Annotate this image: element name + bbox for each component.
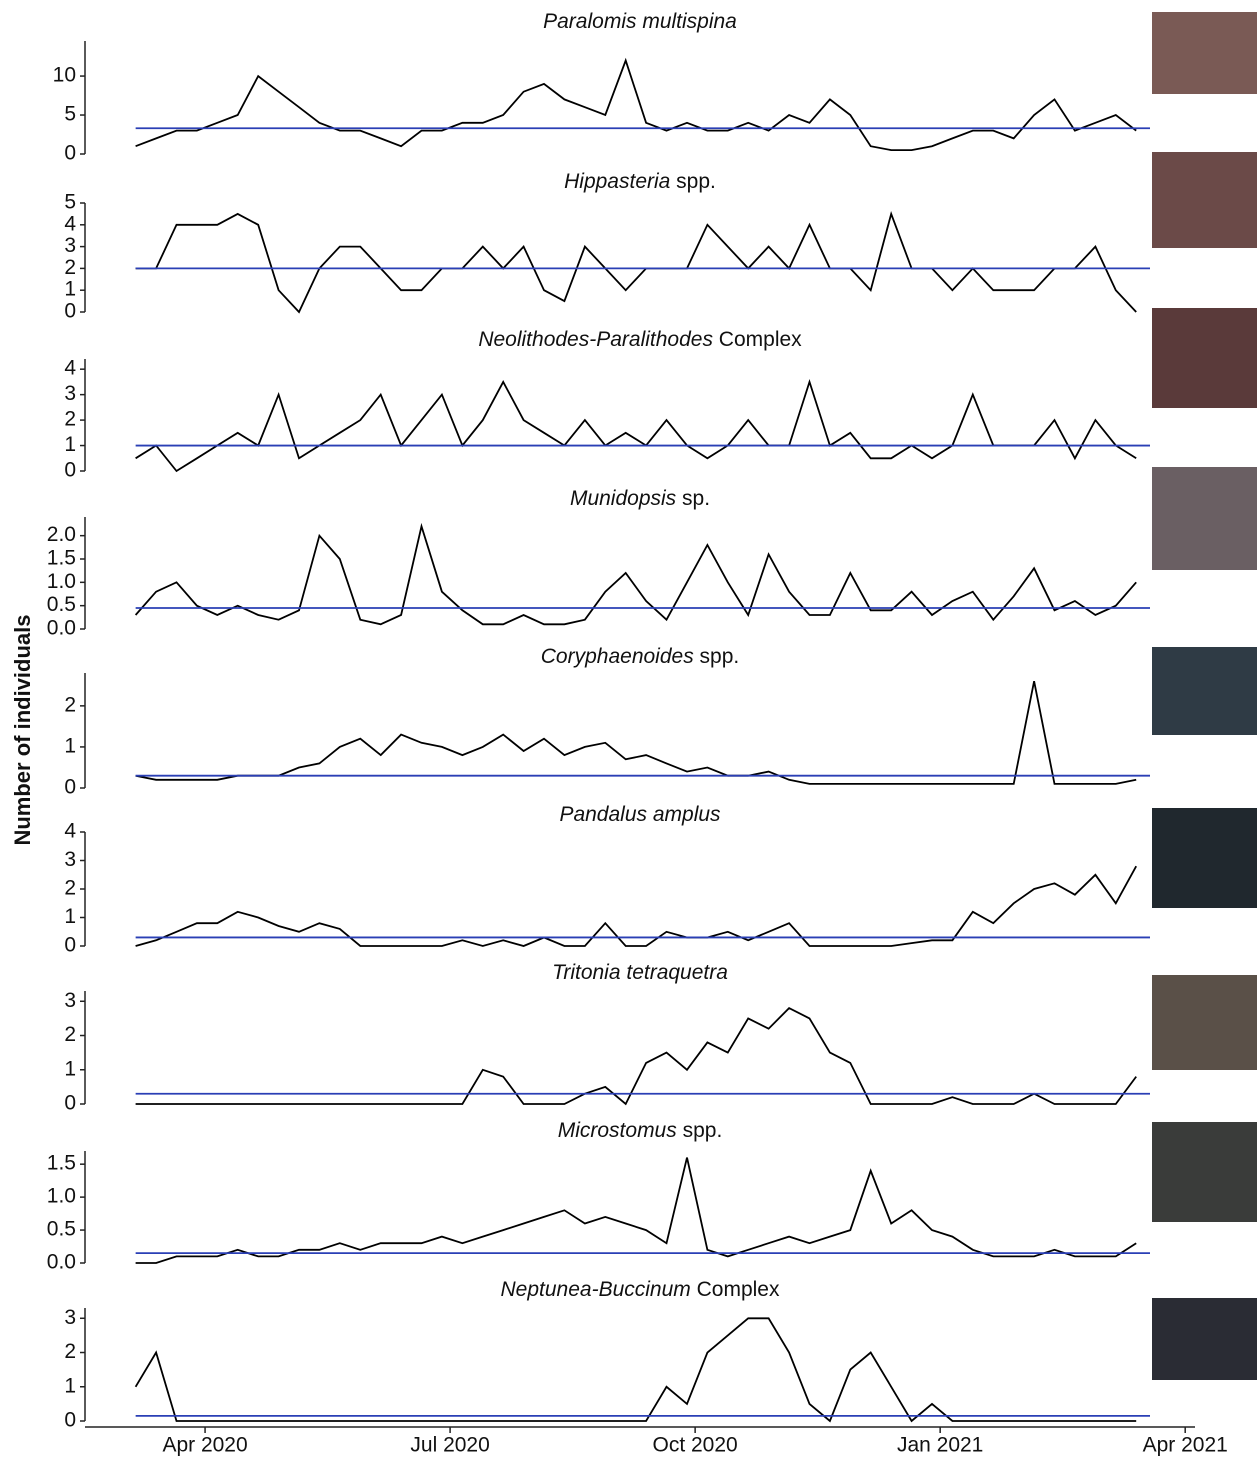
y-tick-label: 4 (64, 212, 76, 235)
y-tick-label: 3 (64, 382, 76, 405)
y-tick-label: 1.5 (47, 1152, 76, 1175)
y-tick-label: 3 (64, 234, 76, 257)
y-tick-label: 2 (64, 408, 76, 431)
y-tick-label: 2 (64, 1340, 76, 1363)
y-tick-label: 3 (64, 1306, 76, 1329)
panel-title: Microstomus spp. (558, 1119, 723, 1142)
panel-title: Neptunea-Buccinum Complex (501, 1278, 780, 1301)
y-tick-label: 2.0 (47, 523, 76, 546)
title-part: sp. (676, 487, 710, 510)
y-axis-label: Number of individuals (10, 614, 35, 845)
panel-title: Tritonia tetraquetra (552, 961, 728, 984)
title-part: Neptunea-Buccinum (501, 1278, 691, 1301)
y-tick-label: 0.0 (47, 617, 76, 640)
y-tick-label: 1 (64, 905, 76, 928)
species-photo (1152, 308, 1257, 408)
y-tick-label: 1 (64, 278, 76, 301)
y-tick-label: 1 (64, 734, 76, 757)
y-tick-label: 1.0 (47, 1185, 76, 1208)
panel-title: Neolithodes-Paralithodes Complex (478, 328, 802, 351)
y-tick-label: 4 (64, 820, 76, 843)
y-tick-label: 1 (64, 433, 76, 456)
y-tick-label: 2 (64, 1023, 76, 1046)
title-part: spp. (694, 645, 740, 668)
series-line (135, 865, 1137, 947)
series-line (135, 1157, 1137, 1264)
panel-title: Paralomis multispina (543, 10, 737, 33)
title-part: Paralomis multispina (543, 10, 737, 33)
y-tick-label: 2 (64, 256, 76, 279)
x-tick-label: Jul 2020 (410, 1434, 489, 1457)
title-part: Pandalus amplus (559, 803, 721, 826)
y-tick-label: 0.5 (47, 1218, 76, 1241)
y-tick-label: 0 (64, 459, 76, 482)
y-tick-label: 1 (64, 1057, 76, 1080)
species-photo (1152, 12, 1257, 94)
series-line (134, 1317, 1137, 1423)
y-tick-label: 5 (64, 103, 76, 126)
title-part: Complex (691, 1278, 780, 1301)
series-line (135, 378, 1137, 473)
y-tick-label: 2 (64, 693, 76, 716)
title-part: spp. (670, 170, 716, 193)
y-tick-label: 5 (64, 191, 76, 214)
y-tick-label: 0 (64, 142, 76, 165)
y-tick-label: 0 (64, 934, 76, 957)
panel-title: Hippasteria spp. (564, 170, 716, 193)
title-part: spp. (677, 1119, 723, 1142)
y-tick-label: 1 (64, 1374, 76, 1397)
y-tick-label: 0.0 (47, 1251, 76, 1274)
title-part: Hippasteria (564, 170, 670, 193)
x-tick-label: Oct 2020 (653, 1434, 738, 1457)
y-tick-label: 0 (64, 776, 76, 799)
y-tick-label: 1.0 (47, 570, 76, 593)
species-photo (1152, 975, 1257, 1070)
title-part: Complex (713, 328, 802, 351)
y-tick-label: 4 (64, 357, 76, 380)
x-tick-label: Apr 2021 (1143, 1434, 1228, 1457)
series-line (135, 1007, 1137, 1106)
y-tick-label: 2 (64, 877, 76, 900)
y-tick-label: 0 (64, 1409, 76, 1432)
y-tick-label: 0 (64, 300, 76, 323)
title-part: Coryphaenoides (541, 645, 694, 668)
x-tick-label: Apr 2020 (162, 1434, 247, 1457)
panel-title: Pandalus amplus (559, 803, 721, 826)
series-line (135, 210, 1137, 314)
species-photo (1152, 467, 1257, 570)
y-tick-label: 3 (64, 989, 76, 1012)
panel-title: Coryphaenoides spp. (541, 645, 739, 668)
x-tick-label: Jan 2021 (897, 1434, 983, 1457)
series-line (134, 522, 1137, 626)
y-tick-label: 1.5 (47, 547, 76, 570)
species-photo (1152, 808, 1257, 908)
panel-title: Munidopsis sp. (570, 487, 710, 510)
species-photo (1152, 647, 1257, 735)
y-tick-label: 0.5 (47, 593, 76, 616)
series-line (135, 681, 1137, 785)
series-line (135, 57, 1137, 151)
species-photo (1152, 152, 1257, 248)
title-part: Munidopsis (570, 487, 677, 510)
species-photo (1152, 1122, 1257, 1222)
y-tick-label: 3 (64, 848, 76, 871)
title-part: Neolithodes-Paralithodes (478, 328, 713, 351)
y-tick-label: 0 (64, 1092, 76, 1115)
species-photo (1152, 1298, 1257, 1380)
title-part: Microstomus (558, 1119, 678, 1142)
title-part: Tritonia tetraquetra (552, 961, 728, 984)
y-tick-label: 10 (53, 64, 76, 87)
